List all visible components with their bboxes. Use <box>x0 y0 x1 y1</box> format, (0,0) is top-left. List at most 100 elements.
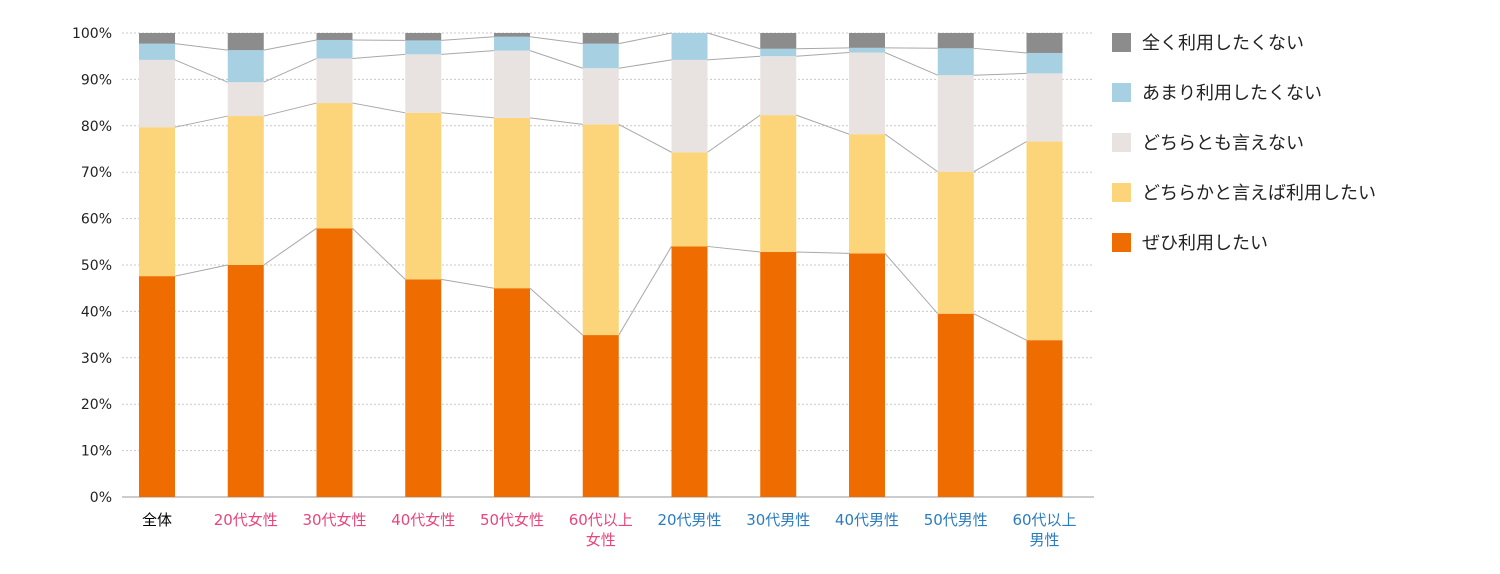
y-tick-label: 100% <box>72 26 112 42</box>
connector-line <box>618 32 672 45</box>
bar-segment <box>1026 73 1063 142</box>
bar-segment <box>139 276 175 497</box>
connector-line <box>707 55 761 61</box>
connector-line <box>352 53 406 60</box>
bar-segment <box>582 43 619 69</box>
connector-line <box>174 264 228 277</box>
connector-line <box>529 50 583 69</box>
bar-segment <box>849 134 885 254</box>
bar-segment <box>937 33 974 49</box>
x-tick-label: 40代女性 <box>391 511 455 529</box>
bars <box>139 33 1063 497</box>
connector-line <box>707 245 761 253</box>
bar-segment <box>405 33 442 41</box>
y-tick-label: 40% <box>81 304 112 320</box>
bar-segment <box>139 33 175 44</box>
connector-line <box>973 72 1027 76</box>
x-tick-label: 30代男性 <box>746 511 810 529</box>
connector-line <box>263 227 317 266</box>
connector-line <box>352 227 406 280</box>
y-axis: 0% 10% 20% 30% 40% 50% 60% 70% 80% 90% 100% <box>72 26 112 506</box>
connector-line <box>796 251 850 254</box>
legend-label: あまり利用したくない <box>1142 83 1322 104</box>
bar-segment <box>582 124 619 336</box>
bar-segment <box>937 48 974 76</box>
x-tick-label: 全体 <box>142 511 172 529</box>
legend-label: 全く利用したくない <box>1142 33 1304 54</box>
connector-line <box>973 141 1027 173</box>
bar-segment <box>227 116 264 265</box>
legend-item: 全く利用したくない <box>1112 33 1304 54</box>
connector-line <box>174 115 228 128</box>
bar-segment <box>227 82 264 117</box>
bar-segment <box>405 279 442 497</box>
bar-segment <box>227 50 264 83</box>
y-tick-label: 20% <box>81 397 112 413</box>
connector-line <box>618 59 672 69</box>
legend-item: どちらとも言えない <box>1112 133 1304 154</box>
x-tick-label: 50代男性 <box>924 511 988 529</box>
connector-line <box>884 253 939 315</box>
legend-label: ぜひ利用したい <box>1142 233 1268 254</box>
bar-segment <box>849 253 885 497</box>
bar-segment <box>1026 141 1063 341</box>
connector-line <box>796 114 850 135</box>
bar-segment <box>227 265 264 497</box>
bar-segment <box>849 52 885 135</box>
legend-swatch <box>1112 33 1131 52</box>
bar-segment <box>671 59 708 153</box>
bar-segment <box>316 33 353 40</box>
connector-line <box>707 114 761 153</box>
bar-segment <box>937 171 974 314</box>
connector-line <box>884 133 939 173</box>
connector-line <box>884 52 938 76</box>
connector-line <box>174 43 228 51</box>
legend-swatch <box>1112 183 1131 202</box>
bar-segment <box>760 252 797 497</box>
x-tick-label: 60代以上 <box>1012 511 1076 529</box>
bar-segment <box>849 47 885 53</box>
connector-line <box>263 102 317 117</box>
connector-line <box>973 313 1027 341</box>
bar-segment <box>760 33 797 49</box>
connector-line <box>796 47 850 50</box>
legend-item: あまり利用したくない <box>1112 83 1322 104</box>
x-tick-label: 20代女性 <box>214 511 278 529</box>
bar-segment <box>937 313 974 497</box>
connector-line <box>796 51 850 57</box>
y-tick-label: 60% <box>81 212 112 228</box>
bar-segment <box>494 288 530 497</box>
connector-line <box>529 287 584 336</box>
bar-segment <box>849 33 885 48</box>
connector-line <box>263 39 317 51</box>
connector-line <box>529 117 583 125</box>
bar-segment <box>139 59 175 128</box>
legend-item: ぜひ利用したい <box>1112 233 1268 254</box>
connector-line <box>707 32 761 50</box>
bar-segment <box>671 152 708 247</box>
bar-segment <box>494 50 530 118</box>
x-tick-label: 20代男性 <box>657 511 721 529</box>
x-tick-label: 男性 <box>1029 531 1059 549</box>
bar-segment <box>139 43 175 60</box>
y-tick-label: 70% <box>81 165 112 181</box>
x-tick-label: 50代女性 <box>480 511 544 529</box>
y-tick-label: 90% <box>81 72 112 88</box>
bar-segment <box>316 39 353 59</box>
bar-segment <box>937 75 974 172</box>
x-tick-label: 女性 <box>586 531 616 549</box>
bar-segment <box>671 246 708 497</box>
bar-segment <box>316 103 353 229</box>
legend-label: どちらかと言えば利用したい <box>1142 183 1376 204</box>
connector-line <box>441 278 495 289</box>
bar-segment <box>227 33 264 51</box>
connector-line <box>973 47 1027 54</box>
connector-line <box>441 50 495 55</box>
bar-segment <box>494 33 530 37</box>
x-tick-label: 60代以上 <box>569 511 633 529</box>
bar-segment <box>405 112 442 280</box>
connector-line <box>174 59 228 83</box>
legend-label: どちらとも言えない <box>1142 133 1304 154</box>
bar-segment <box>1026 33 1063 53</box>
